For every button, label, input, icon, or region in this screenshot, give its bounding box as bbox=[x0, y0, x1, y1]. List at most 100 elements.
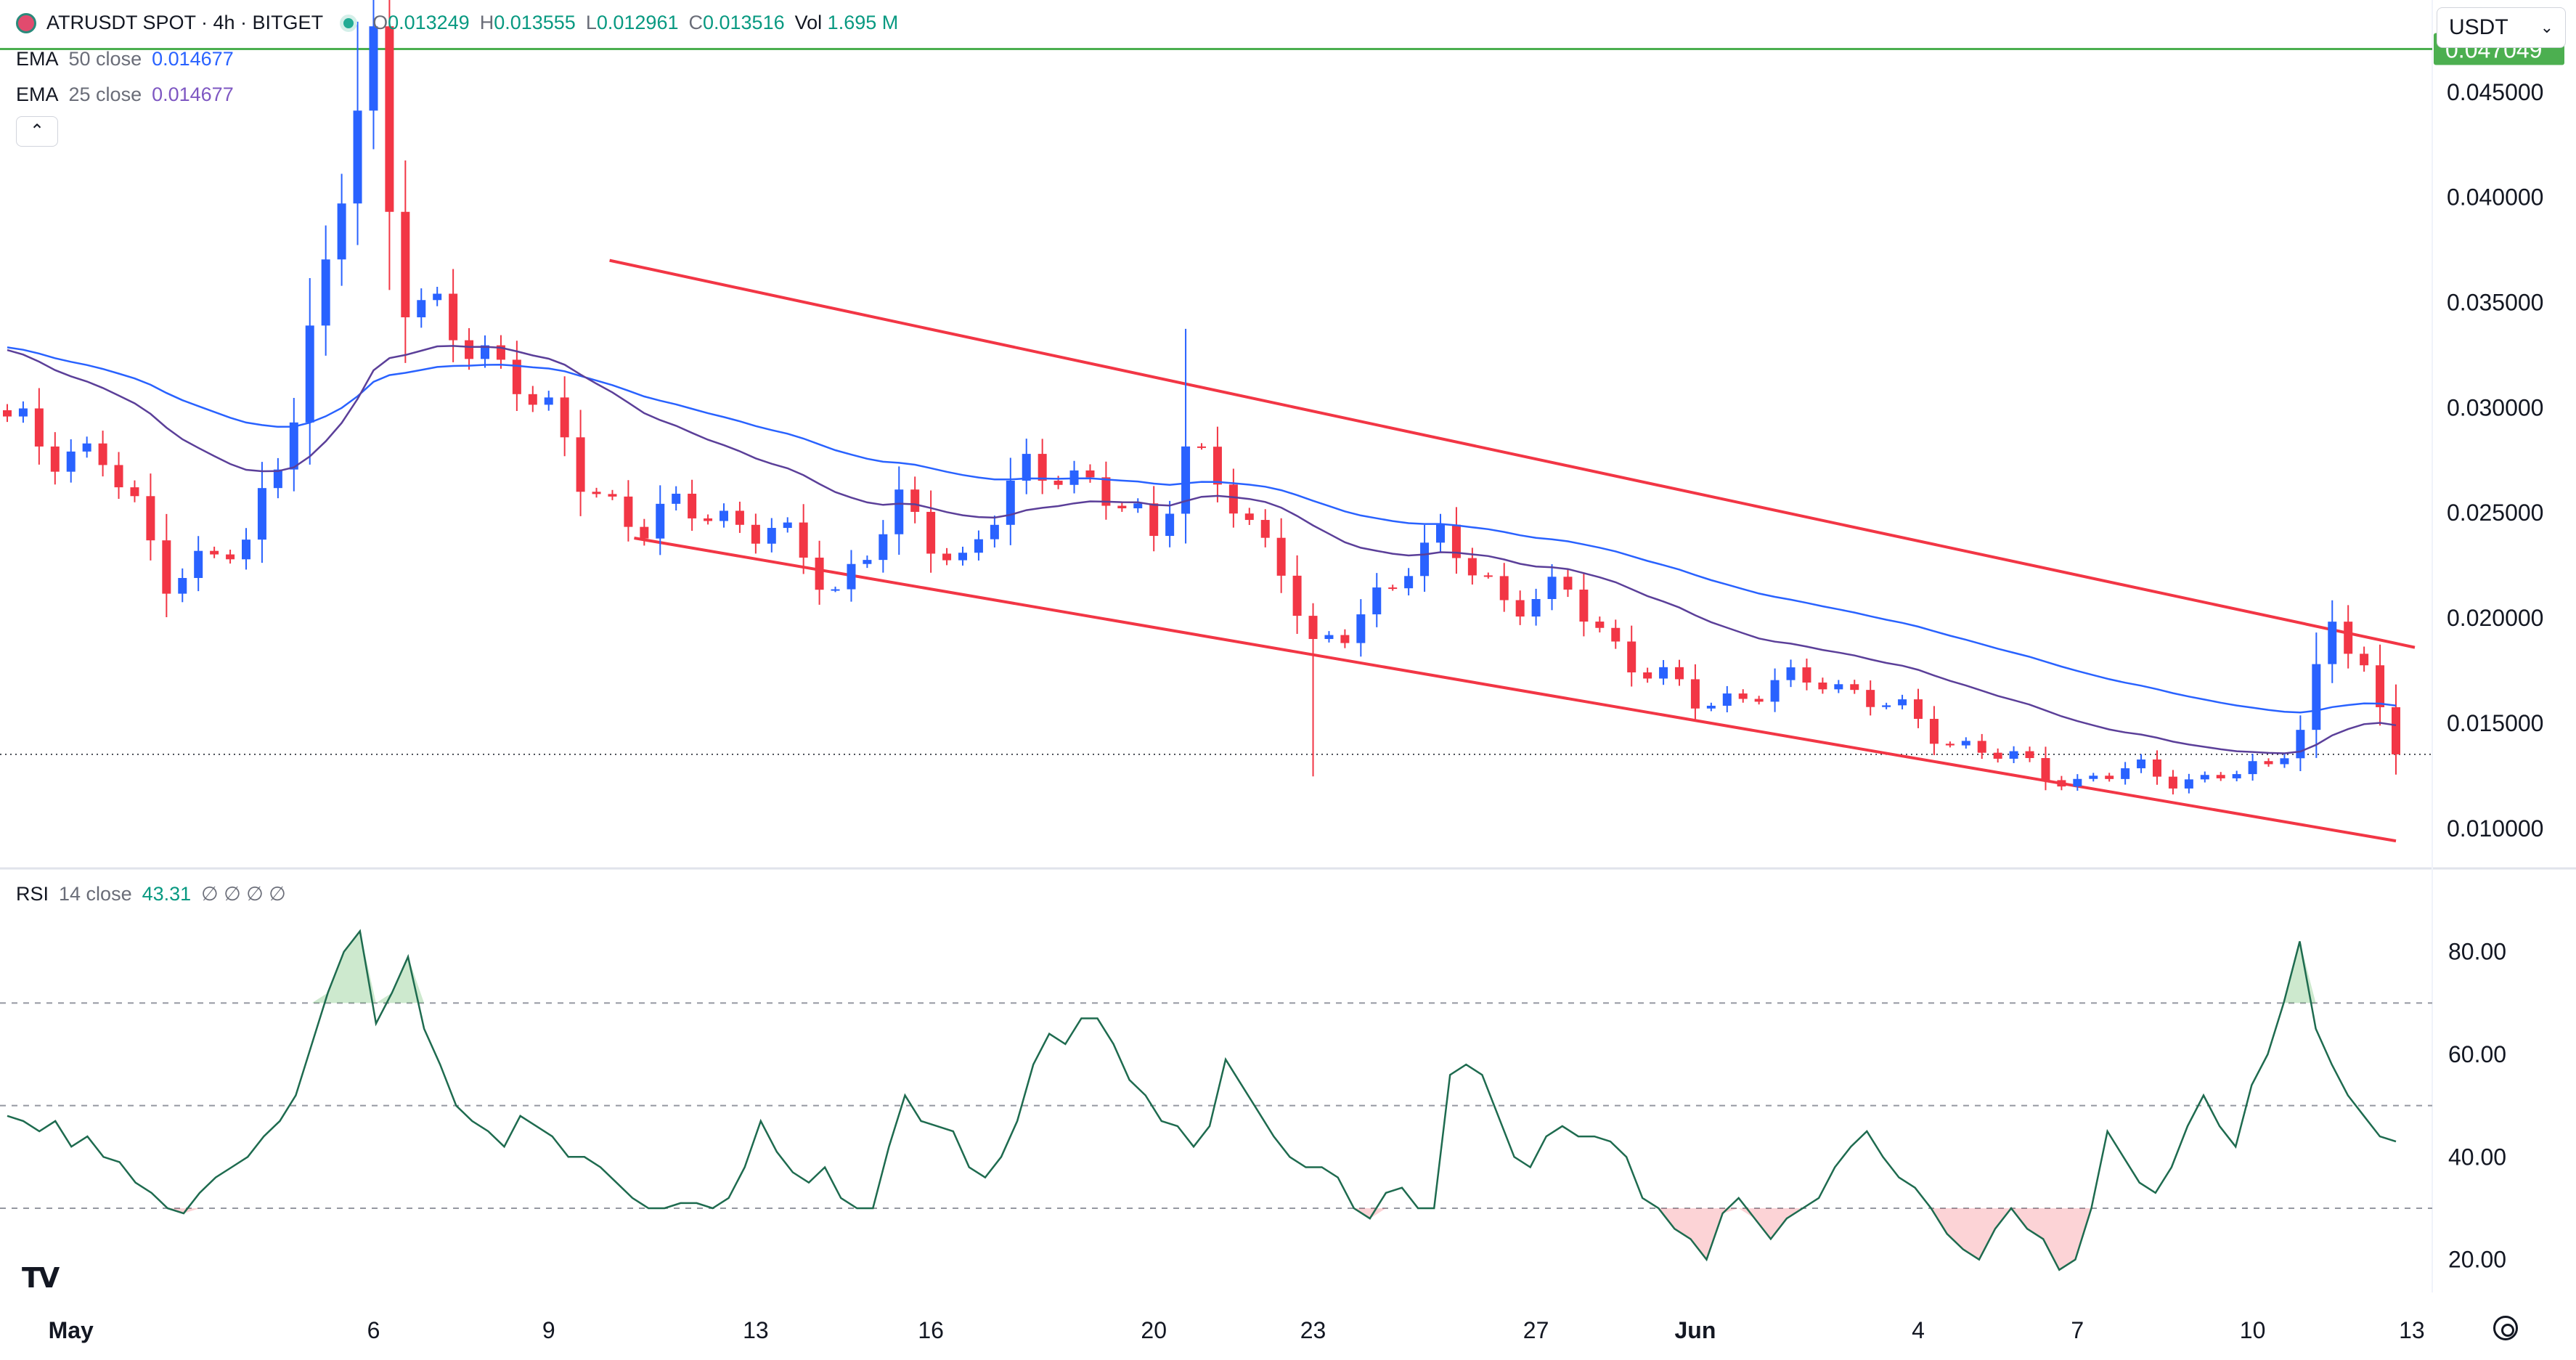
candle-body bbox=[1499, 576, 1509, 600]
candle-body bbox=[1404, 576, 1414, 589]
candle-body bbox=[783, 522, 792, 529]
date-axis[interactable]: May 6 9 13 16 20 23 27 Jun 4 7 10 13 bbox=[49, 1317, 2425, 1343]
candle-body bbox=[2312, 664, 2321, 730]
candle-body bbox=[751, 524, 760, 544]
candle-body bbox=[1738, 693, 1748, 699]
currency-value: USDT bbox=[2449, 15, 2508, 39]
candle-body bbox=[3, 410, 12, 417]
close-value: 0.013516 bbox=[702, 12, 785, 33]
candle-body bbox=[704, 518, 713, 521]
date-tick-label: 20 bbox=[1141, 1317, 1167, 1343]
settings-gear-icon[interactable] bbox=[2493, 1316, 2518, 1340]
candle-body bbox=[321, 259, 330, 326]
candle-body bbox=[2137, 759, 2146, 769]
date-tick-label: 13 bbox=[2399, 1317, 2425, 1343]
candle-body bbox=[910, 489, 920, 512]
rsi-name: RSI bbox=[16, 883, 49, 905]
candle-body bbox=[1531, 598, 1541, 617]
candle-body bbox=[560, 397, 569, 438]
date-tick-label: May bbox=[49, 1317, 94, 1343]
candle-body bbox=[98, 443, 107, 465]
ema50-name: EMA bbox=[16, 48, 59, 70]
rsi-axis[interactable]: 80.00 60.00 40.00 20.00 bbox=[2448, 939, 2506, 1273]
candle-body bbox=[815, 557, 824, 590]
price-tick-label: 0.020000 bbox=[2447, 605, 2543, 631]
candle-body bbox=[34, 408, 44, 447]
ema25-params: 25 close bbox=[68, 84, 142, 105]
candle-body bbox=[242, 539, 250, 560]
symbol-legend: ATRUSDT SPOT · 4h · BITGET O0.013249 H0.… bbox=[16, 12, 898, 34]
open-label: O bbox=[372, 12, 388, 33]
date-tick-label: 7 bbox=[2071, 1317, 2084, 1343]
candle-body bbox=[1802, 667, 1811, 683]
candle-body bbox=[1722, 693, 1732, 706]
candle-body bbox=[305, 325, 314, 423]
candle-body bbox=[1977, 741, 1986, 753]
candle-body bbox=[1945, 744, 1955, 746]
chevron-up-icon: ⌃ bbox=[29, 121, 45, 141]
candle-body bbox=[2057, 780, 2066, 787]
candle-body bbox=[1372, 587, 1382, 615]
currency-selector[interactable]: USDT ⌄ bbox=[2437, 7, 2566, 48]
candle-body bbox=[1244, 513, 1254, 521]
candle-body bbox=[1197, 446, 1206, 448]
candle-body bbox=[1882, 705, 1891, 707]
candle-body bbox=[2184, 779, 2193, 789]
candle-body bbox=[592, 492, 601, 494]
candle-body bbox=[512, 359, 521, 394]
candle-body bbox=[82, 443, 91, 452]
ema25-value: 0.014677 bbox=[152, 84, 234, 105]
candle-body bbox=[2009, 751, 2018, 759]
candle-body bbox=[528, 394, 537, 405]
candle-body bbox=[2280, 758, 2289, 765]
candle-body bbox=[1611, 627, 1621, 642]
rsi-line[interactable] bbox=[7, 929, 2397, 1271]
high-value: 0.013555 bbox=[494, 12, 576, 33]
candle-body bbox=[2200, 775, 2209, 780]
candle-body bbox=[1022, 454, 1031, 481]
candle-body bbox=[1053, 481, 1063, 485]
candle-body bbox=[210, 550, 219, 555]
candle-body bbox=[1212, 447, 1222, 485]
candle-body bbox=[720, 510, 728, 521]
candle-body bbox=[1595, 622, 1605, 628]
candle-body bbox=[417, 300, 426, 317]
candle-body bbox=[130, 487, 139, 497]
candle-body bbox=[1834, 684, 1843, 690]
price-axis[interactable]: 0.045000 0.040000 0.035000 0.030000 0.025000… bbox=[2434, 33, 2564, 842]
candle-body bbox=[1181, 446, 1191, 514]
candle-body bbox=[640, 526, 649, 539]
channel-lower-line[interactable] bbox=[634, 537, 2397, 843]
candle-body bbox=[799, 522, 808, 558]
symbol-title[interactable]: ATRUSDT SPOT · 4h · BITGET bbox=[46, 12, 324, 33]
candle-body bbox=[656, 503, 665, 539]
candle-body bbox=[273, 469, 282, 489]
candle-body bbox=[926, 511, 936, 554]
rsi-oversold-fill bbox=[167, 1208, 2092, 1270]
candle-body bbox=[847, 563, 856, 590]
candle-body bbox=[831, 589, 840, 591]
ema50-value: 0.014677 bbox=[152, 48, 234, 70]
ema50-line[interactable] bbox=[7, 346, 2397, 714]
collapse-legend-button[interactable]: ⌃ bbox=[16, 116, 58, 147]
ema25-legend[interactable]: EMA 25 close 0.014677 bbox=[16, 84, 234, 106]
close-label: C bbox=[688, 12, 703, 33]
ema25-line[interactable] bbox=[7, 345, 2397, 754]
tradingview-logo-icon: TV bbox=[22, 1262, 60, 1294]
candle-body bbox=[178, 578, 187, 594]
candle-body bbox=[2121, 768, 2130, 779]
candle-body bbox=[50, 446, 60, 472]
candle-body bbox=[401, 211, 410, 317]
candle-body bbox=[688, 493, 697, 518]
channel-upper-line[interactable] bbox=[609, 258, 2416, 649]
candle-body bbox=[974, 539, 983, 553]
candle-body bbox=[1818, 683, 1827, 690]
candle-body bbox=[162, 540, 171, 594]
ema50-legend[interactable]: EMA 50 close 0.014677 bbox=[16, 48, 234, 70]
candle-body bbox=[18, 408, 28, 417]
rsi-legend[interactable]: RSI 14 close 43.31 ∅ ∅ ∅ ∅ bbox=[16, 883, 286, 905]
candle-body bbox=[114, 465, 123, 488]
candle-body bbox=[1340, 635, 1350, 643]
candle-body bbox=[1563, 577, 1573, 590]
